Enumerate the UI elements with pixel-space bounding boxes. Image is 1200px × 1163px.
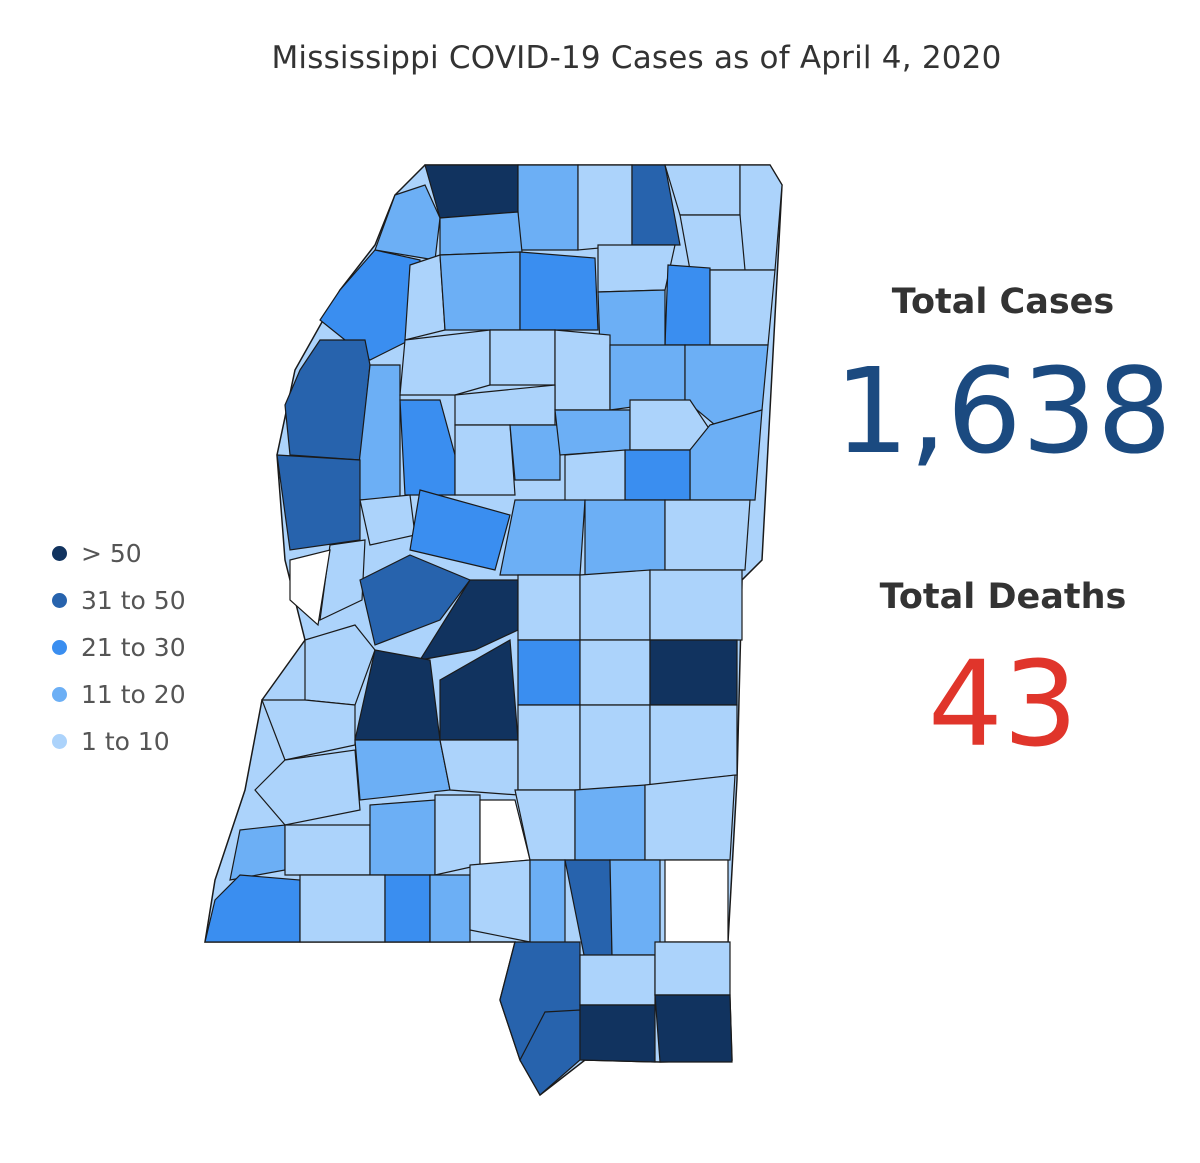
legend-label: 21 to 30 <box>81 633 186 662</box>
county-leake <box>517 574 581 641</box>
county-walthall <box>429 874 471 943</box>
county-neshoba <box>579 569 651 641</box>
county-lee <box>664 264 711 346</box>
legend-label: 31 to 50 <box>81 586 186 615</box>
county-quitman <box>404 254 446 341</box>
county-jackson <box>654 994 733 1063</box>
county-amite <box>299 874 386 943</box>
county-yazoo <box>359 554 471 646</box>
county-george <box>654 941 731 996</box>
county-claiborne <box>261 699 356 761</box>
county-oktibbeha <box>624 449 691 501</box>
county-stone <box>579 954 656 1006</box>
county-washington <box>276 454 361 551</box>
county-lauderdale <box>649 639 738 706</box>
county-noxubee <box>664 499 751 571</box>
county-tippah <box>631 164 681 246</box>
legend-label: > 50 <box>81 539 142 568</box>
county-scott <box>517 639 581 706</box>
county-jones <box>574 784 646 861</box>
county-harrison <box>579 1004 656 1063</box>
county-webster <box>554 409 631 456</box>
county-wayne <box>644 774 736 861</box>
county-montgomery <box>509 424 561 481</box>
county-kemper <box>649 569 743 641</box>
total-cases-value: 1,638 <box>834 342 1172 480</box>
county-tate <box>439 211 523 256</box>
county-attala <box>499 499 586 576</box>
legend-label: 11 to 20 <box>81 680 186 709</box>
legend-label: 1 to 10 <box>81 727 170 756</box>
county-issaquena <box>289 549 331 627</box>
legend-item-11-20: 11 to 20 <box>52 671 186 718</box>
county-jasper <box>579 704 651 791</box>
mississippi-county-map <box>204 164 783 1097</box>
legend-item-gt50: > 50 <box>52 530 186 577</box>
county-lamar <box>529 859 566 951</box>
county-madison <box>418 579 519 661</box>
legend-item-1-10: 1 to 10 <box>52 718 186 765</box>
county-lincoln <box>369 799 436 876</box>
county-jefferson <box>254 749 361 826</box>
legend-swatch <box>52 640 67 655</box>
county-desoto <box>424 164 519 219</box>
county-yalobusha <box>489 329 556 386</box>
county-simpson <box>439 739 519 796</box>
legend: > 50 31 to 50 21 to 30 11 to 20 1 to 10 <box>52 530 186 765</box>
county-carroll <box>454 424 516 496</box>
county-lafayette <box>519 251 599 331</box>
total-deaths-value: 43 <box>927 635 1079 773</box>
county-tunica <box>374 184 441 261</box>
county-warren <box>304 624 376 706</box>
legend-swatch <box>52 687 67 702</box>
county-marshall <box>517 164 579 251</box>
county-benton <box>577 164 633 251</box>
county-union <box>597 244 676 293</box>
county-perry <box>609 859 661 956</box>
county-franklin <box>284 824 371 876</box>
county-lawrence <box>434 794 481 876</box>
total-cases-label: Total Cases <box>891 282 1115 322</box>
county-clarke <box>649 704 738 786</box>
county-calhoun <box>554 329 611 411</box>
county-itawamba <box>709 269 776 346</box>
legend-swatch <box>52 734 67 749</box>
total-deaths-label: Total Deaths <box>879 577 1127 617</box>
county-copiah <box>354 739 451 801</box>
county-winston <box>584 499 666 576</box>
county-greene <box>664 859 729 943</box>
county-holmes <box>409 489 511 571</box>
county-panola <box>439 251 521 331</box>
legend-item-31-50: 31 to 50 <box>52 577 186 624</box>
county-marion <box>469 859 531 943</box>
legend-item-21-30: 21 to 30 <box>52 624 186 671</box>
county-bolivar <box>284 339 371 461</box>
county-smith <box>517 704 581 791</box>
county-tallahatchie <box>399 329 491 396</box>
legend-swatch <box>52 593 67 608</box>
county-pike <box>384 874 431 943</box>
county-newton <box>579 639 651 706</box>
county-tishomingo <box>739 164 783 271</box>
legend-swatch <box>52 546 67 561</box>
map-title: Mississippi COVID-19 Cases as of April 4… <box>271 40 1002 76</box>
county-prentiss <box>679 214 746 271</box>
